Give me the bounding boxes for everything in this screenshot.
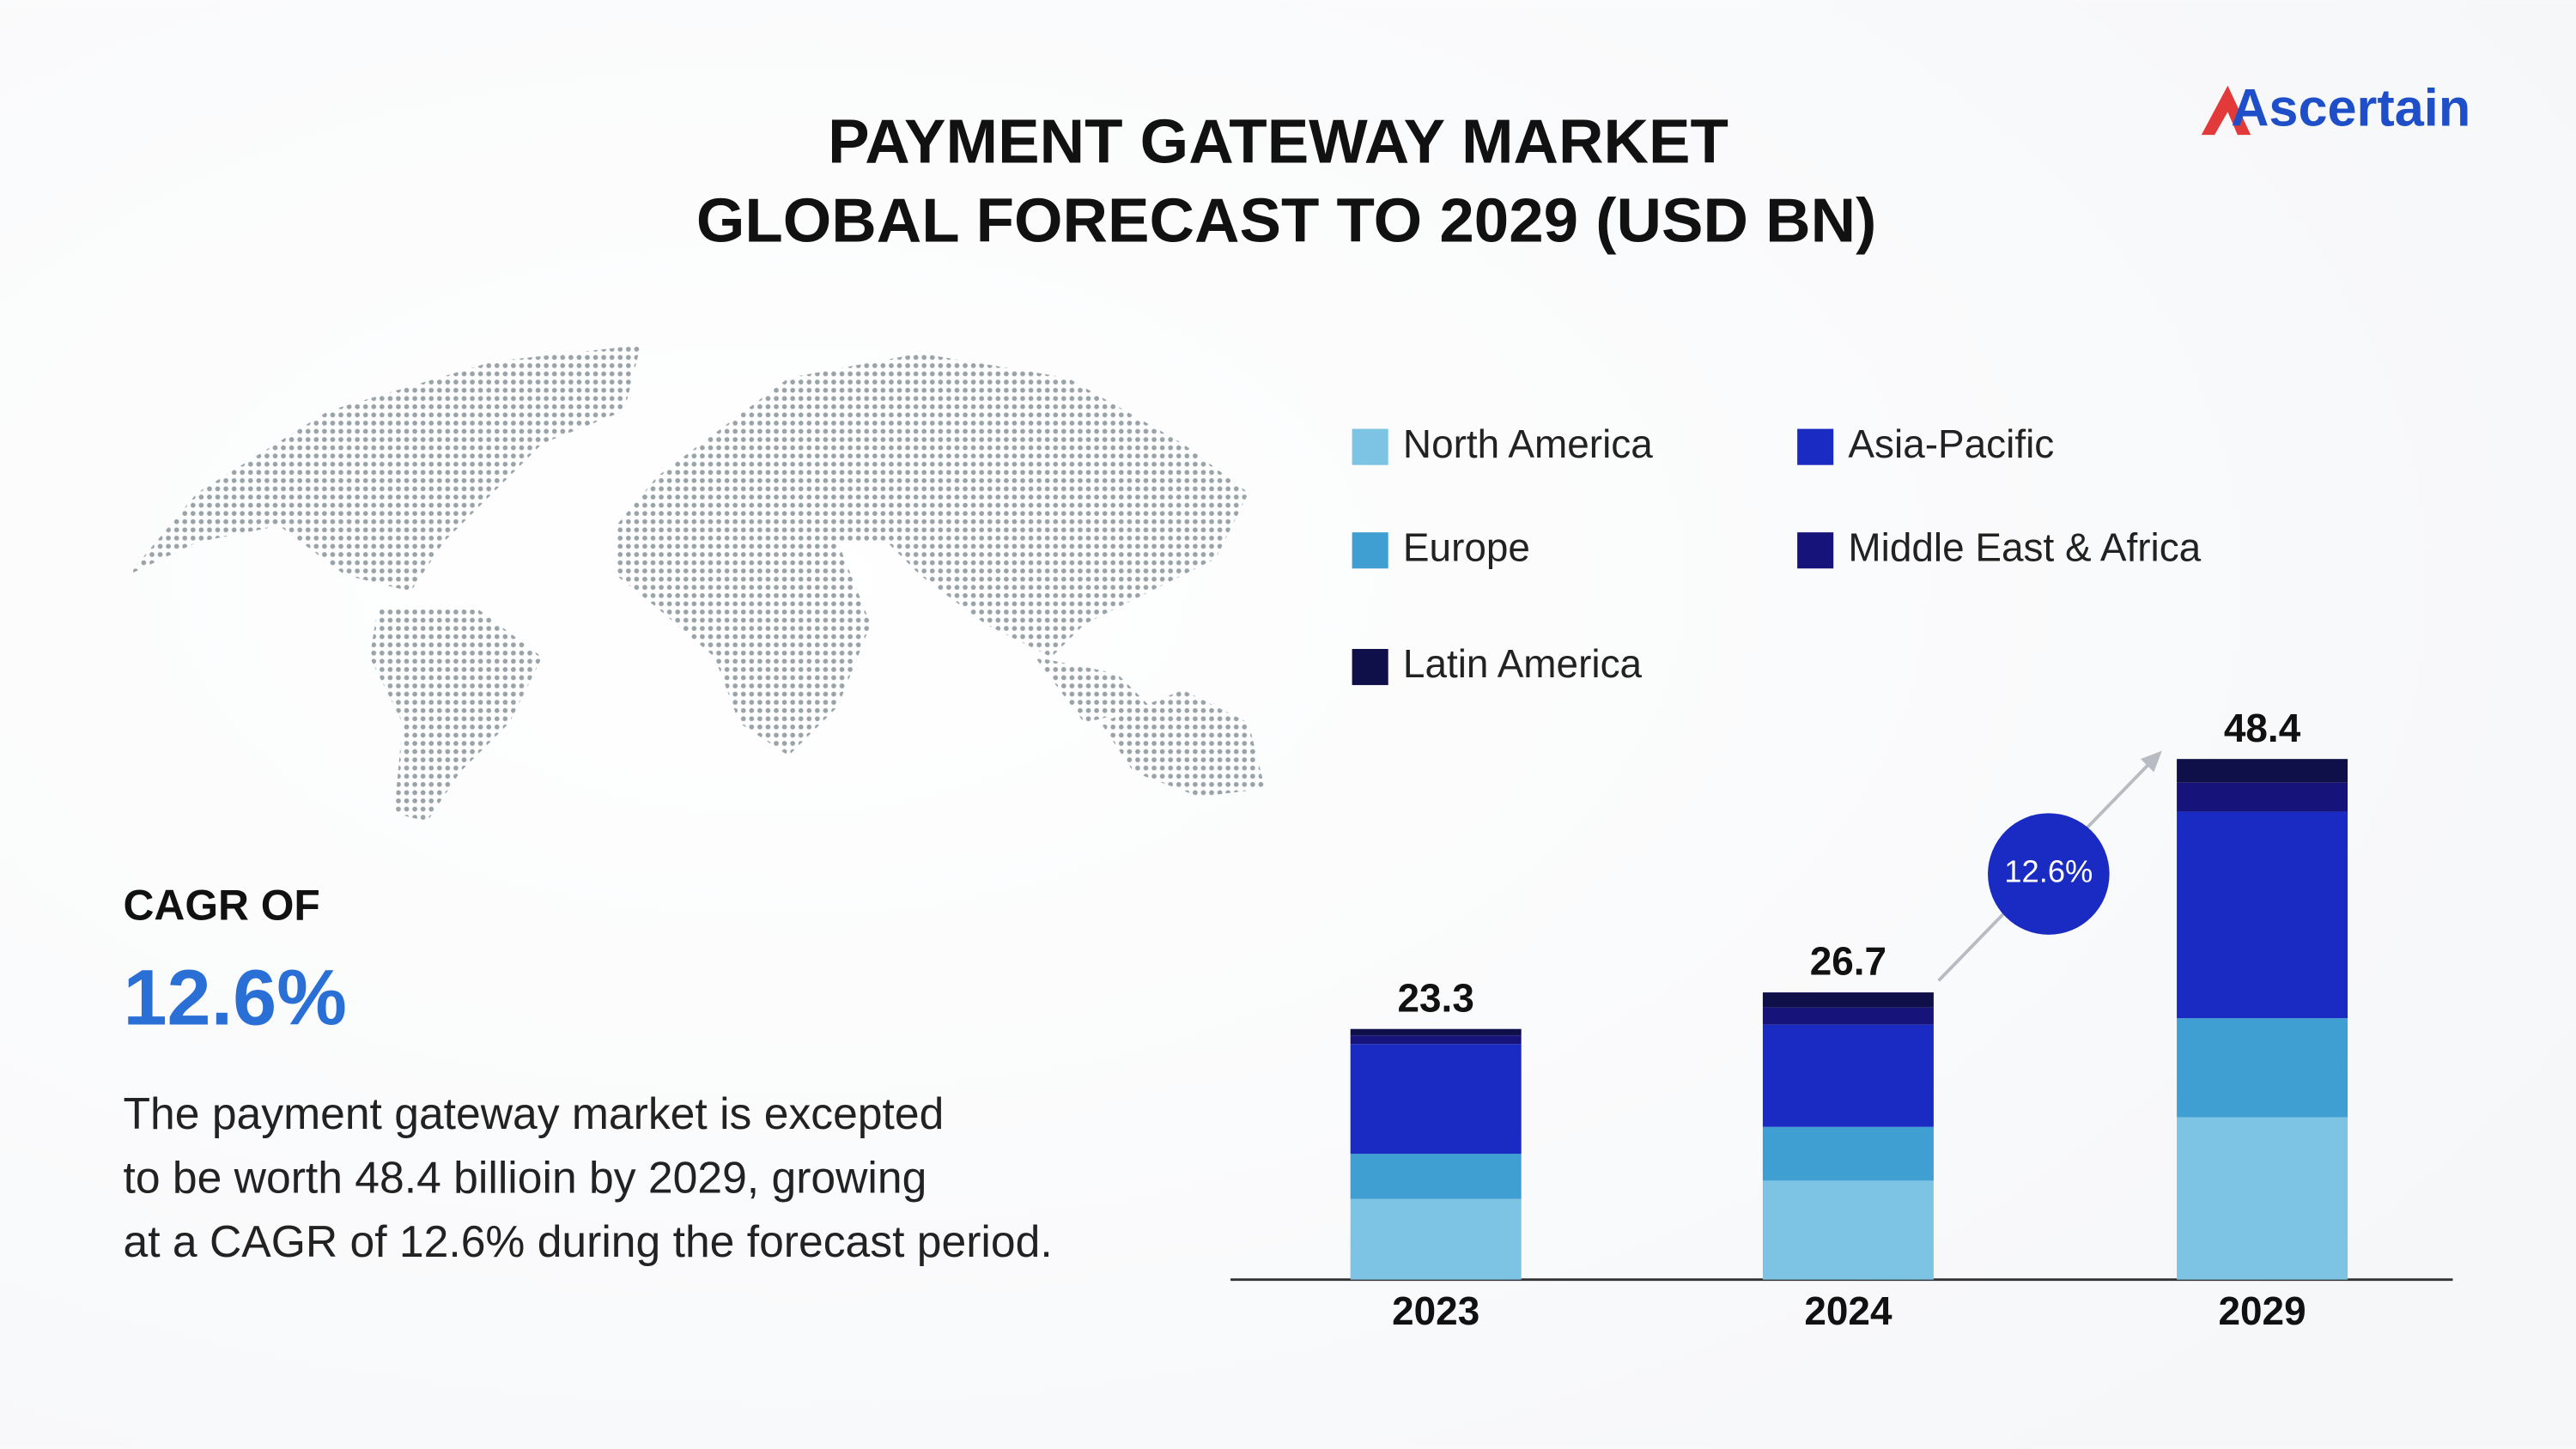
total-label: 48.4 [2224,706,2301,750]
total-label: 23.3 [1398,975,1474,1020]
bar-segment [2177,1018,2348,1118]
bar-segment [1762,1126,1934,1181]
description-line: The payment gateway market is excepted [123,1088,944,1138]
bar-segment [1762,1024,1934,1127]
legend-label: Latin America [1403,641,1643,686]
logo-mark [2201,85,2251,136]
bar-segment [1350,1035,1522,1045]
growth-badge [1988,813,2110,935]
legend-swatch [1797,532,1834,569]
cagr-heading: CAGR OF [123,881,319,929]
legend-swatch [1352,532,1388,569]
cagr-value: 12.6% [123,955,346,1042]
brand-name: Ascertain [2231,79,2470,137]
legend-swatch [1352,648,1388,686]
world-map [128,345,1266,822]
legend-swatch [1797,428,1834,465]
arrow-head [2140,750,2162,773]
bar-segment [1762,1007,1934,1025]
bar-segment [1762,992,1934,1008]
bar-segment [1350,1154,1522,1199]
description-line: at a CAGR of 12.6% during the forecast p… [123,1216,1052,1266]
bar-segment [2177,782,2348,812]
bar-segment [2177,1117,2348,1280]
total-label: 26.7 [1810,939,1886,984]
legend-label: North America [1403,421,1653,466]
description-line: to be worth 48.4 billioin by 2029, growi… [123,1153,927,1203]
brand-logo: Ascertain [2201,79,2470,137]
x-tick-label: 2024 [1804,1288,1893,1333]
bar-segment [2177,759,2348,783]
legend-label: Europe [1403,524,1530,569]
legend-label: Asia-Pacific [1848,421,2054,466]
bar-segment [1350,1028,1522,1036]
legend-swatch [1352,428,1388,465]
x-tick-label: 2029 [2219,1288,2306,1333]
growth-badge-label: 12.6% [2004,854,2093,889]
legend-label: Middle East & Africa [1848,524,2201,569]
title-line: PAYMENT GATEWAY MARKET [828,107,1728,177]
x-tick-label: 2023 [1392,1288,1479,1333]
bar-segment [1762,1180,1934,1280]
bar-segment [1350,1198,1522,1280]
bar-segment [2177,811,2348,1019]
chart: North America Europe Asia-Pacific Middle Ea… [1230,421,2453,1333]
bar-segment [1350,1044,1522,1155]
title-line: GLOBAL FORECAST TO 2029 (USD BN) [696,186,1876,256]
